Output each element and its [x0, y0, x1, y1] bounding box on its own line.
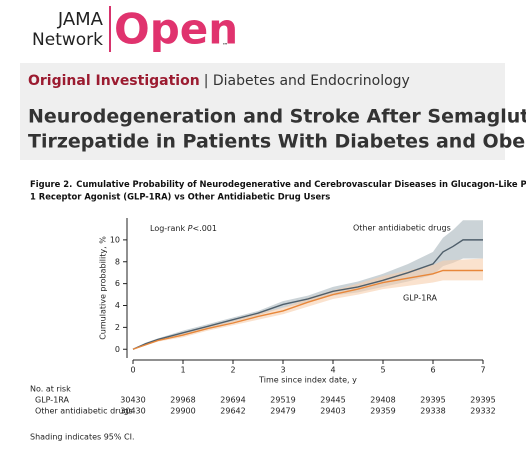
- kicker-topic: | Diabetes and Endocrinology: [204, 73, 410, 89]
- at-risk-value: 29338: [420, 407, 445, 416]
- logo-bottom: Network: [32, 30, 103, 50]
- ci-band: [133, 220, 483, 350]
- series-line: [132, 269, 483, 350]
- series-label: GLP-1RA: [403, 294, 438, 303]
- footnote: Shading indicates 95% CI.: [30, 433, 135, 442]
- chart: 0 2 4 6 8 10 0 1 2 3 4 5 6 7 Time since index date, y C…: [30, 218, 496, 416]
- annotation-part: <.001: [192, 224, 217, 233]
- at-risk-title: No. at risk: [30, 385, 71, 394]
- at-risk-value: 30430: [120, 396, 145, 405]
- at-risk-value: 29403: [320, 407, 345, 416]
- title-line: Neurodegeneration and Stroke After Semag…: [28, 106, 526, 128]
- caption: Figure 2. Cumulative Probability of Neuro…: [30, 179, 526, 189]
- x-tick-label: 2: [230, 366, 235, 375]
- x-tick-label: 6: [430, 366, 435, 375]
- kicker: Original Investigation | Diabetes and End…: [28, 73, 410, 89]
- annotation: Log-rank P<.001: [150, 224, 217, 233]
- at-risk-value: 29445: [320, 396, 345, 405]
- annotation-part: Log-rank: [150, 224, 188, 233]
- y-tick-label: 4: [115, 301, 120, 310]
- at-risk-value: 29642: [220, 407, 245, 416]
- y-tick-label: 6: [115, 279, 120, 288]
- caption-line: 1 Receptor Agonist (GLP-1RA) vs Other An…: [30, 192, 330, 202]
- x-tick-label: 5: [380, 366, 385, 375]
- series-line: [132, 239, 483, 350]
- y-tick-label: 10: [110, 235, 120, 244]
- at-risk-value: 29395: [420, 396, 445, 405]
- annotation-part: P: [188, 224, 193, 233]
- figure-label: Figure 2.: [30, 179, 72, 189]
- y-tick-label: 2: [115, 323, 120, 332]
- x-tick-label: 4: [330, 366, 335, 375]
- logo-open: Open: [114, 5, 238, 54]
- caption-line: Cumulative Probability of Neurodegenerat…: [76, 179, 526, 189]
- x-axis-label: Time since index date, y: [258, 376, 357, 385]
- y-tick-label: 0: [115, 345, 120, 354]
- at-risk-value: 29479: [270, 407, 295, 416]
- x-tick-label: 7: [480, 366, 485, 375]
- at-risk-value: 30430: [120, 407, 145, 416]
- at-risk-name: Other antidiabetic drugs: [35, 407, 133, 416]
- at-risk-value: 29694: [220, 396, 245, 405]
- at-risk-value: 29968: [170, 396, 195, 405]
- x-tick-label: 1: [180, 366, 185, 375]
- at-risk-value: 29519: [270, 396, 295, 405]
- y-tick-label: 8: [115, 257, 120, 266]
- ci-band: [133, 258, 483, 350]
- logo-tm: ™: [222, 43, 228, 50]
- title-line: Tirzepatide in Patients With Diabetes an…: [28, 131, 526, 153]
- at-risk-value: 29900: [170, 407, 195, 416]
- y-axis-label: Cumulative probability, %: [99, 236, 108, 340]
- at-risk-value: 29408: [370, 396, 395, 405]
- header-band: [20, 63, 505, 160]
- x-tick-label: 3: [280, 366, 285, 375]
- series-label: Other antidiabetic drugs: [353, 224, 451, 233]
- at-risk-name: GLP-1RA: [35, 396, 70, 405]
- at-risk-value: 29359: [370, 407, 395, 416]
- kicker-type: Original Investigation: [28, 73, 200, 89]
- at-risk-value: 29395: [470, 396, 495, 405]
- at-risk-value: 29332: [470, 407, 495, 416]
- x-tick-label: 0: [130, 366, 135, 375]
- logo-top: JAMA: [57, 9, 104, 30]
